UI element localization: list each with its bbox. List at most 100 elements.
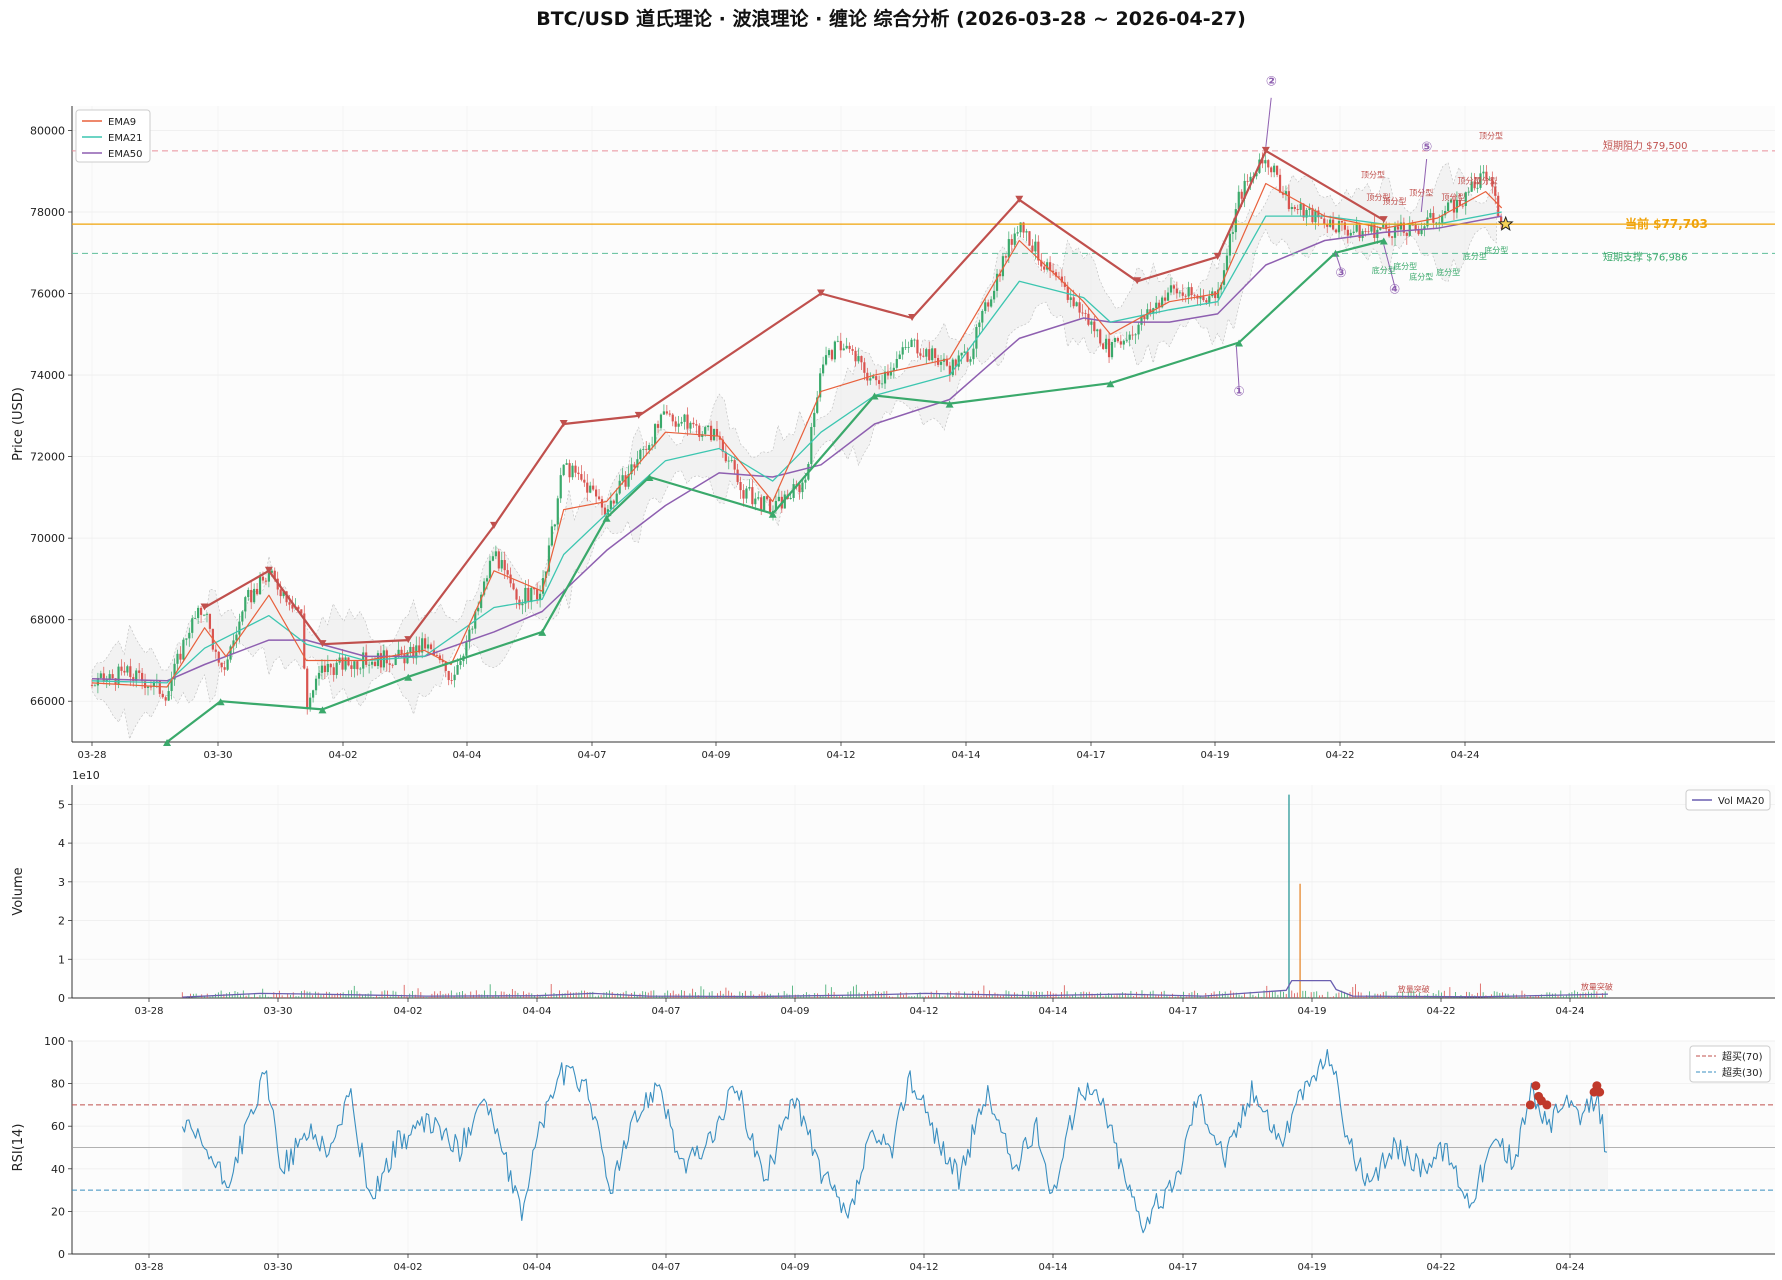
candle-body <box>1446 202 1450 212</box>
candle-body <box>356 661 359 670</box>
candle-body <box>509 574 512 584</box>
candle-body <box>592 485 595 490</box>
fractal-top-label: 顶分型 <box>1382 197 1406 206</box>
candle-body <box>518 599 521 606</box>
candle-body <box>895 359 898 368</box>
candle-body <box>229 646 232 660</box>
candle-body <box>757 497 760 499</box>
candle-body <box>754 498 757 505</box>
candle-body <box>503 560 506 571</box>
candle-body <box>297 606 300 610</box>
candle-body <box>1296 209 1299 210</box>
candle-body <box>801 482 804 493</box>
candle-body <box>609 500 612 510</box>
candle-body <box>341 657 344 670</box>
candle-body <box>816 397 819 413</box>
chart-title: BTC/USD 道氏理论 · 波浪理论 · 缠论 综合分析 (2026-03-2… <box>536 8 1246 30</box>
candle-body <box>194 618 197 619</box>
candle-body <box>577 472 580 475</box>
candle-body <box>1364 231 1367 232</box>
candle-body <box>736 469 739 482</box>
candle-body <box>1237 191 1240 210</box>
candle-body <box>1096 329 1099 332</box>
rsi-tick-label-x: 04-12 <box>909 1262 938 1273</box>
candle-body <box>1143 316 1146 320</box>
price-legend-box <box>75 109 151 163</box>
candle-body <box>1110 341 1114 358</box>
candle-body <box>282 591 285 597</box>
candle-body <box>370 661 374 665</box>
candle-body <box>429 644 433 650</box>
candle-body <box>595 489 598 497</box>
candle-body <box>1134 334 1137 336</box>
price-legend-entry: EMA9 <box>108 117 136 128</box>
candle-body <box>1390 236 1394 238</box>
wave-arrow <box>1265 97 1272 147</box>
candle-body <box>424 638 427 649</box>
candle-body <box>1402 222 1405 233</box>
candle-body <box>547 545 551 572</box>
candle-body <box>132 677 135 681</box>
price-tick-label-x: 04-19 <box>1200 750 1229 761</box>
candle-body <box>642 449 645 450</box>
price-tick-label-x: 04-14 <box>951 750 980 761</box>
peak-marker <box>559 420 568 427</box>
ema9-line <box>91 182 1503 688</box>
candle-body <box>1470 181 1473 192</box>
price-legend: EMA9 EMA21 EMA50 <box>75 109 151 163</box>
candle-body <box>329 663 332 668</box>
candle-body <box>866 372 869 381</box>
volume-tick-label-y: 3 <box>58 876 65 889</box>
candle-body <box>860 356 863 363</box>
fractal-top-label: 顶分型 <box>1409 189 1433 198</box>
candle-body <box>482 581 486 595</box>
wave-label: ② <box>1266 75 1277 90</box>
rsi-tick-label-x: 04-19 <box>1297 1262 1326 1273</box>
candle-body <box>1370 224 1373 232</box>
candle-body <box>948 365 951 376</box>
candle-body <box>102 673 105 682</box>
candle-body <box>1435 222 1438 224</box>
candle-body <box>456 665 459 675</box>
candle-body <box>1240 191 1243 199</box>
candle-body <box>836 340 839 342</box>
candle-body <box>556 498 559 525</box>
candle-body <box>105 678 108 682</box>
volume-tick-label-x: 04-24 <box>1555 1006 1584 1017</box>
candle-body <box>261 576 265 581</box>
candle-body <box>1255 172 1258 177</box>
candle-body <box>1178 292 1181 294</box>
candle-body <box>1208 296 1211 303</box>
candle-body <box>238 621 241 635</box>
candle-body <box>220 662 223 668</box>
candle-body <box>506 570 509 575</box>
candle-body <box>344 657 347 670</box>
candle-body <box>1420 229 1423 235</box>
fractal-bottom-label: 底分型 <box>1463 251 1487 261</box>
candle-body <box>1405 232 1408 236</box>
wave-arrow <box>1383 244 1395 286</box>
candle-body <box>400 649 403 655</box>
candle-body <box>1323 218 1326 225</box>
rsi-tick-label-y: 100 <box>44 1035 65 1048</box>
candle-body <box>158 680 161 694</box>
candle-body <box>1107 338 1111 358</box>
candle-body <box>636 459 639 468</box>
trough-marker <box>1379 237 1388 245</box>
candle-body <box>886 371 890 376</box>
candle-body <box>1429 212 1432 218</box>
fractal-top-label: 顶分型 <box>1479 132 1503 141</box>
candle-body <box>1302 203 1305 218</box>
candle-body <box>485 578 489 582</box>
candle-body <box>925 349 928 357</box>
volume-scale-label: 1e10 <box>72 769 100 782</box>
candle-body <box>1308 208 1311 211</box>
candle-body <box>1037 241 1040 261</box>
candle-body <box>1211 291 1214 297</box>
candle-body <box>739 481 742 491</box>
candle-body <box>1275 165 1279 175</box>
candle-body <box>1161 297 1164 308</box>
candle-body <box>90 684 94 686</box>
candle-body <box>1172 285 1176 289</box>
candle-body <box>957 355 960 367</box>
